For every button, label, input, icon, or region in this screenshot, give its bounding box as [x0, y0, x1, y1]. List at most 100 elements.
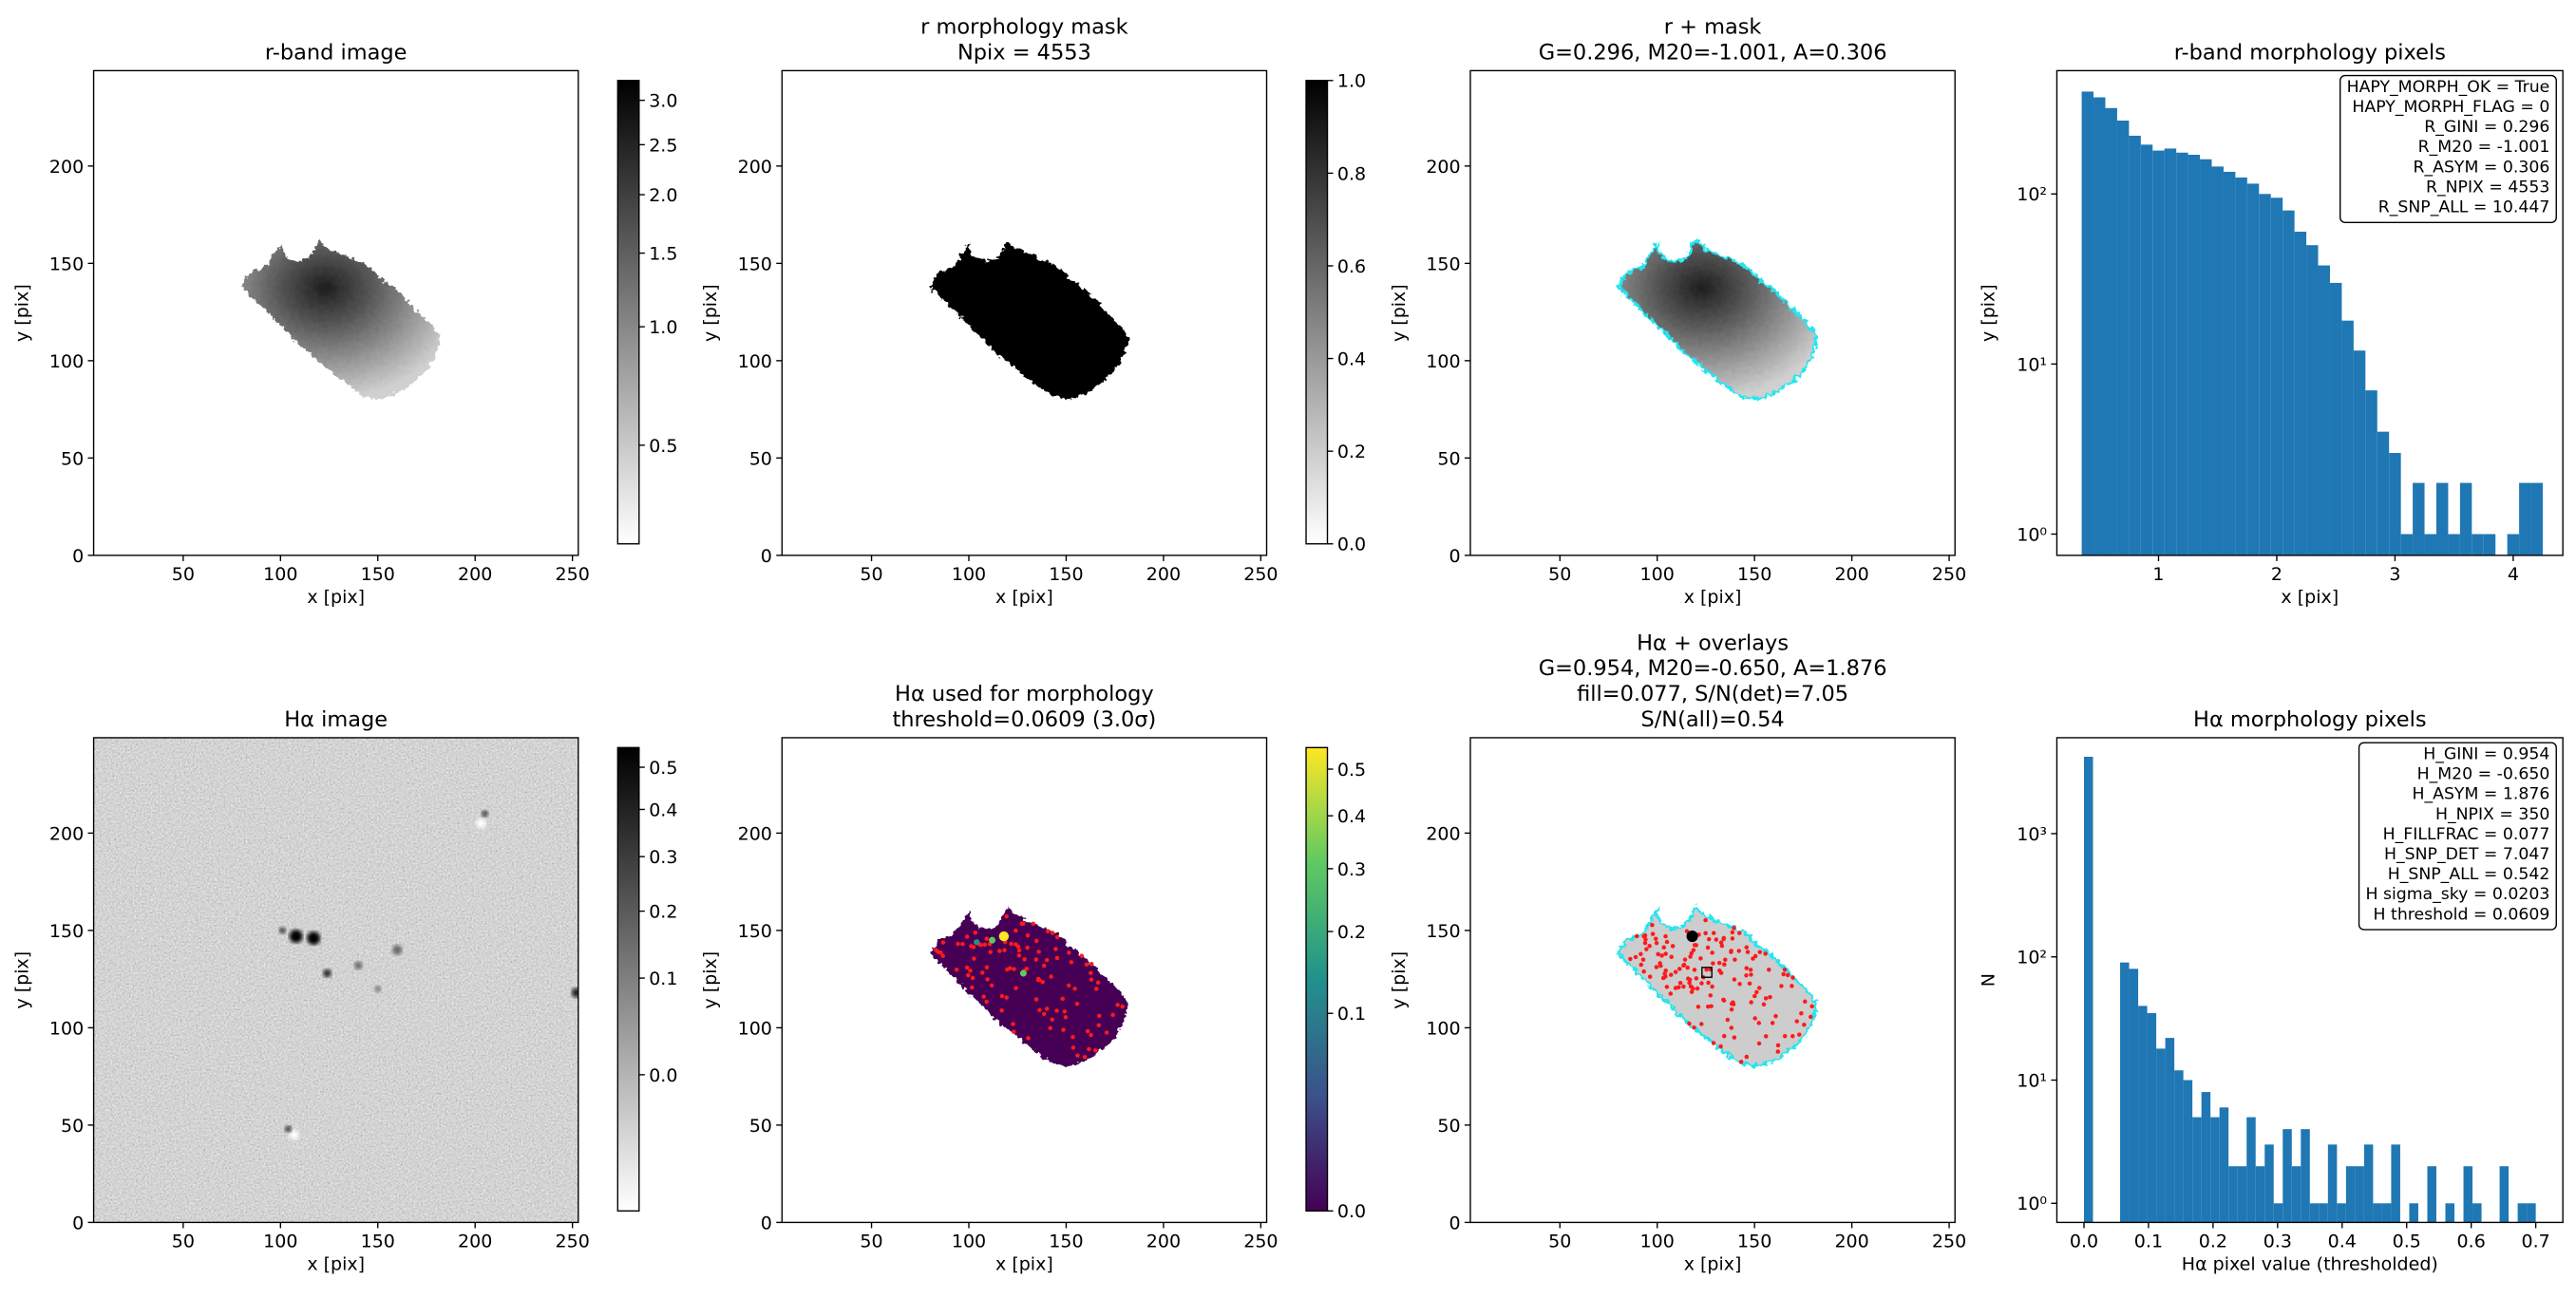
- hist-bar: [2373, 1203, 2382, 1223]
- y-axis-label: y [pix]: [1389, 951, 1410, 1009]
- detection-pixel: [1074, 1001, 1080, 1006]
- detection-pixel: [1756, 1041, 1762, 1046]
- plot-area: [2081, 91, 2544, 555]
- hist-bar: [2327, 1144, 2338, 1223]
- source: [307, 931, 321, 946]
- detection-pixel: [999, 1007, 1004, 1013]
- subplot: 50 100 150 200 250 0 50 100 150 200 x [pix] y [pix]…: [11, 707, 677, 1275]
- detection-pixel: [1752, 1016, 1757, 1021]
- source: [392, 945, 403, 955]
- detection-pixel: [1634, 933, 1639, 939]
- y-axis-label: y [pix]: [11, 951, 32, 1009]
- detection-pixel: [1089, 962, 1094, 967]
- detection-pixel: [981, 994, 986, 999]
- hist-bar: [2200, 159, 2212, 555]
- hist-bar: [2235, 177, 2247, 555]
- hist-bar: [2246, 183, 2260, 555]
- subplot: 50 100 150 200 250 0 50 100 150 200 x [pix] y [pix]…: [700, 14, 1366, 608]
- y-tick-label: 200: [738, 157, 772, 178]
- detection-pixel: [1770, 1021, 1775, 1025]
- detection-pixel: [1706, 1004, 1711, 1009]
- mask-contour: [1616, 237, 1819, 402]
- hist-bar: [2377, 431, 2390, 555]
- x-tick-label: 250: [1243, 564, 1278, 585]
- bright-pixel: [974, 939, 980, 946]
- y-tick-label: 0: [761, 546, 772, 567]
- source-blob: [930, 239, 1129, 400]
- detection-pixel: [1026, 1036, 1031, 1041]
- hist-bar: [2413, 482, 2425, 555]
- detection-pixel: [1730, 930, 1735, 935]
- detection-pixel: [1790, 1034, 1795, 1039]
- subplot-title: Hα + overlays: [1637, 630, 1789, 655]
- detection-pixel: [1669, 954, 1674, 959]
- detection-pixel: [1670, 944, 1676, 949]
- y-tick-label: 50: [749, 448, 772, 469]
- detection-pixel: [966, 972, 971, 978]
- detection-pixel: [1703, 931, 1708, 935]
- hist-bar: [2435, 482, 2449, 555]
- hist-bar: [2309, 1203, 2320, 1223]
- subplot: 0.0 0.1 0.2 0.3 0.4 0.5 0.6 0.7 10⁰ 10¹ 10² 10³ Hα p…: [1979, 707, 2564, 1275]
- x-tick-label: 100: [952, 1231, 986, 1251]
- source: [353, 961, 363, 970]
- detection-pixel: [1689, 950, 1695, 956]
- detection-pixel: [1089, 970, 1093, 975]
- detection-pixel: [1695, 986, 1700, 991]
- detection-pixel: [1705, 945, 1711, 950]
- detection-pixel: [1703, 917, 1708, 923]
- detection-pixel: [1689, 989, 1695, 994]
- detection-pixel: [1744, 945, 1750, 950]
- y-tick-label: 150: [738, 921, 772, 942]
- detection-pixel: [1072, 987, 1077, 991]
- y-tick-label: 10³: [2017, 824, 2047, 845]
- hist-bar: [2445, 1203, 2455, 1223]
- detection-pixel: [1668, 972, 1674, 977]
- detection-pixel: [1721, 1033, 1727, 1039]
- plot-area: [930, 907, 1129, 1067]
- detection-pixel: [1709, 1004, 1714, 1008]
- x-tick-label: 0.5: [2393, 1231, 2421, 1251]
- detection-pixel: [1115, 1003, 1120, 1007]
- detection-pixel: [1095, 980, 1101, 986]
- detection-pixel: [1699, 981, 1704, 986]
- y-tick-label: 100: [49, 351, 84, 372]
- detection-pixel: [997, 949, 1002, 953]
- x-axis-label: x [pix]: [307, 1254, 365, 1275]
- annotation-line: R_GINI = 0.296: [2424, 118, 2549, 137]
- detection-pixel: [1799, 1010, 1804, 1016]
- detection-pixel: [960, 941, 965, 947]
- axes-frame: [1469, 737, 1956, 1224]
- detection-pixel: [1638, 951, 1643, 957]
- detection-pixel: [1681, 963, 1686, 969]
- detection-pixel: [1048, 1025, 1052, 1031]
- detection-pixel: [1044, 1006, 1050, 1011]
- detection-pixel: [1766, 967, 1771, 972]
- colorbar-tick-label: 0.5: [1337, 760, 1366, 781]
- detection-pixel: [1708, 993, 1714, 998]
- subplot: 50 100 150 200 250 0 50 100 150 200 x [pix] y [pix]…: [1389, 14, 1966, 608]
- hist-bar: [2210, 1117, 2220, 1223]
- plot-area: [93, 737, 578, 1223]
- detection-pixel: [1653, 936, 1658, 941]
- detection-pixel: [973, 930, 978, 935]
- x-tick-label: 0.0: [2070, 1231, 2098, 1251]
- detection-pixel: [1684, 929, 1690, 934]
- detection-pixel: [1663, 951, 1668, 956]
- detection-pixel: [1087, 1046, 1091, 1052]
- x-tick-label: 250: [1932, 564, 1966, 585]
- detection-pixel: [1096, 1013, 1102, 1019]
- detection-pixel: [1104, 1030, 1109, 1035]
- hist-bar: [2507, 534, 2520, 555]
- detection-pixel: [970, 975, 975, 981]
- detection-pixel: [1668, 991, 1674, 996]
- y-tick-label: 10²: [2017, 184, 2047, 205]
- hist-bar: [2083, 757, 2093, 1223]
- y-axis-label: y [pix]: [1979, 284, 1999, 342]
- detection-pixel: [1685, 965, 1690, 970]
- hist-bar: [2259, 194, 2271, 555]
- hist-bar: [2120, 962, 2130, 1223]
- hist-bar: [2527, 1203, 2536, 1223]
- x-tick-label: 200: [458, 564, 492, 585]
- annotation-line: R_NPIX = 4553: [2426, 178, 2549, 197]
